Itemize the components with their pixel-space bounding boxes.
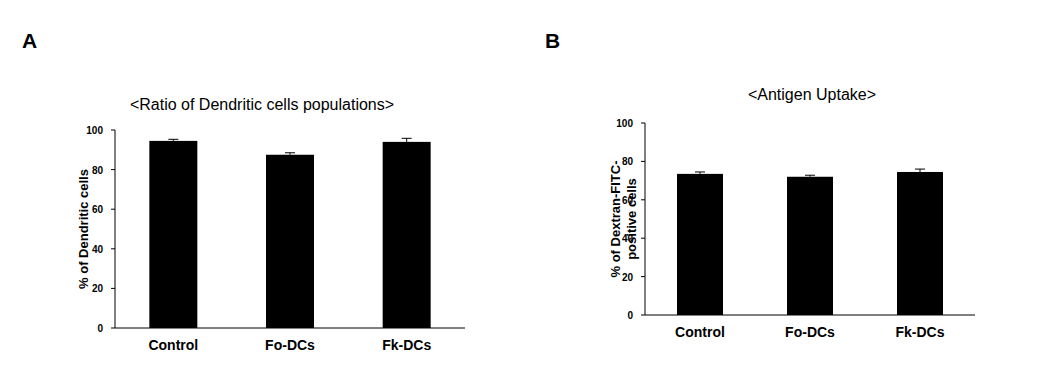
error-bar bbox=[402, 138, 412, 142]
x-tick-label: Fk-DCs bbox=[895, 324, 944, 340]
error-bar bbox=[805, 175, 815, 177]
y-tick-label: 100 bbox=[86, 125, 103, 136]
y-tick-label: 80 bbox=[92, 165, 104, 176]
y-tick bbox=[641, 123, 645, 124]
bar bbox=[383, 142, 431, 328]
y-axis-label: % of Dextran-FITC-positive cells bbox=[608, 161, 639, 278]
x-tick-label: Fk-DCs bbox=[382, 337, 431, 353]
error-bar bbox=[285, 153, 295, 155]
y-tick bbox=[641, 161, 645, 162]
title: <Ratio of Dendritic cells populations> bbox=[130, 96, 394, 113]
y-axis-label: % of Dendritic cells bbox=[76, 169, 91, 289]
y-tick bbox=[111, 130, 115, 131]
y-tick bbox=[641, 276, 645, 277]
y-axis bbox=[115, 130, 116, 328]
chart-panel: B <Antigen Uptake> % of Dextran-FITC-posit… bbox=[545, 29, 975, 340]
y-tick-label: 20 bbox=[622, 272, 634, 283]
y-tick-label: 0 bbox=[97, 323, 103, 334]
x-tick-label: Fo-DCs bbox=[265, 337, 315, 353]
panel-label: B bbox=[545, 29, 560, 52]
y-tick-label: 20 bbox=[92, 283, 104, 294]
y-tick-label: 40 bbox=[92, 244, 104, 255]
y-axis bbox=[645, 123, 646, 315]
error-bar bbox=[695, 172, 705, 174]
bar bbox=[897, 172, 943, 315]
bar bbox=[266, 155, 314, 328]
y-tick bbox=[111, 288, 115, 289]
y-tick-label: 100 bbox=[616, 118, 633, 129]
x-tick-label: Control bbox=[148, 337, 198, 353]
bars bbox=[149, 138, 430, 328]
y-tick bbox=[111, 328, 115, 329]
x-tick-label: Fo-DCs bbox=[785, 324, 835, 340]
y-tick bbox=[641, 199, 645, 200]
y-tick-label: 60 bbox=[92, 204, 104, 215]
error-bar bbox=[915, 169, 925, 172]
panel-label: A bbox=[22, 29, 37, 52]
y-tick-label: 0 bbox=[627, 310, 633, 321]
x-tick-label: Control bbox=[675, 324, 725, 340]
y-tick bbox=[641, 238, 645, 239]
bars bbox=[677, 169, 943, 315]
y-tick-label: 60 bbox=[622, 195, 634, 206]
bar bbox=[677, 174, 723, 315]
y-tick bbox=[111, 169, 115, 170]
title: <Antigen Uptake> bbox=[748, 86, 876, 103]
y-tick bbox=[111, 248, 115, 249]
y-tick bbox=[111, 209, 115, 210]
chart-panel: A <Ratio of Dendritic cells populations>%… bbox=[22, 29, 465, 353]
bar bbox=[149, 141, 197, 328]
y-tick bbox=[641, 315, 645, 316]
bar bbox=[787, 177, 833, 315]
y-tick-label: 80 bbox=[622, 156, 634, 167]
error-bar bbox=[168, 139, 178, 141]
y-tick-label: 40 bbox=[622, 233, 634, 244]
